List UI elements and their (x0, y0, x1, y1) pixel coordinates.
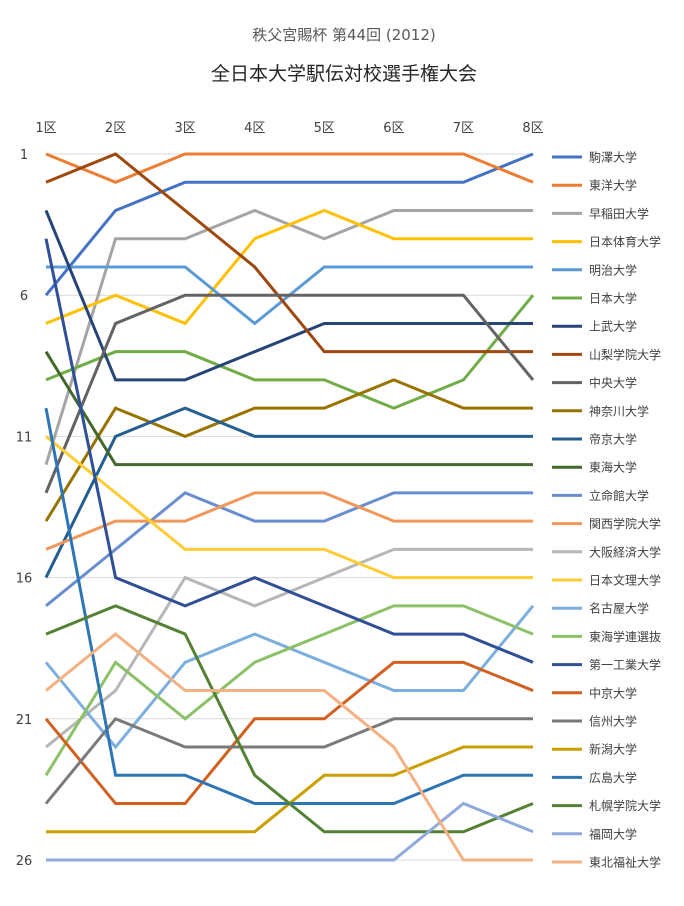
chart-title: 全日本大学駅伝対校選手権大会 (211, 63, 477, 85)
legend-label: 東海学連選抜 (589, 629, 661, 644)
y-tick-label: 1 (20, 148, 28, 163)
x-tick-label: 6区 (383, 121, 404, 136)
legend-label: 日本大学 (589, 291, 637, 306)
legend-label: 関西学院大学 (589, 516, 661, 531)
series-line (45, 604, 534, 834)
series-line (45, 294, 535, 410)
legend-label: 新潟大学 (589, 742, 637, 757)
legend-label: 大阪経済大学 (589, 544, 661, 559)
legend-label: 名古屋大学 (589, 601, 649, 616)
gridlines (46, 153, 533, 861)
series-line (45, 152, 534, 184)
legend-label: 東海大学 (589, 460, 637, 475)
x-tick-label: 5区 (314, 121, 335, 136)
legend: 駒澤大学東洋大学早稲田大学日本体育大学明治大学日本大学上武大学山梨学院大学中央大… (552, 150, 661, 870)
legend-label: 東洋大学 (589, 178, 637, 193)
series-line (44, 378, 533, 522)
series-line (45, 435, 533, 580)
y-tick-label: 11 (16, 430, 33, 445)
legend-label: 神奈川大学 (589, 403, 649, 418)
series-line (45, 152, 533, 354)
series-line (45, 208, 533, 326)
legend-label: 立命館大学 (589, 488, 649, 503)
series-line (45, 491, 533, 551)
x-axis-ticks: 1区 2区 3区 4区 5区 6区 7区 8区 (35, 121, 543, 136)
series-line (46, 801, 534, 862)
series-line (44, 716, 533, 805)
series-line (44, 604, 534, 777)
legend-label: 信州大学 (589, 714, 637, 729)
y-tick-label: 16 (16, 572, 33, 587)
series-line (44, 660, 534, 806)
series-line (45, 632, 533, 862)
x-tick-label: 8区 (522, 121, 543, 136)
legend-label: 上武大学 (589, 319, 637, 334)
series-line (44, 604, 535, 750)
series-line (44, 406, 533, 579)
legend-label: 日本体育大学 (589, 234, 661, 249)
y-tick-label: 21 (16, 713, 33, 728)
y-tick-label: 26 (16, 854, 33, 869)
series-line (46, 745, 533, 834)
series-line (44, 152, 534, 297)
x-tick-label: 1区 (35, 121, 56, 136)
x-tick-label: 4区 (244, 121, 265, 136)
x-tick-label: 3区 (175, 121, 196, 136)
legend-label: 日本文理大学 (589, 573, 661, 588)
legend-label: 早稲田大学 (589, 206, 649, 221)
legend-label: 明治大学 (589, 262, 637, 277)
y-tick-label: 6 (20, 289, 28, 304)
legend-label: 第一工業大学 (589, 657, 661, 672)
legend-label: 広島大学 (589, 770, 637, 785)
series-lines (44, 152, 535, 862)
x-tick-label: 7区 (453, 121, 474, 136)
legend-label: 中央大学 (589, 375, 637, 390)
series-line (44, 209, 533, 382)
legend-label: 駒澤大学 (589, 150, 637, 165)
legend-label: 山梨学院大学 (589, 347, 661, 362)
series-line (44, 350, 533, 467)
series-line (44, 238, 534, 664)
chart-subtitle: 秩父宮賜杯 第44回 (2012) (252, 26, 436, 44)
legend-label: 東北福祉大学 (589, 855, 661, 870)
legend-label: 福岡大学 (589, 826, 637, 841)
legend-label: 帝京大学 (589, 432, 637, 447)
series-line (45, 491, 533, 608)
x-tick-label: 2区 (105, 121, 126, 136)
legend-label: 札幌学院大学 (589, 798, 661, 813)
series-line (44, 293, 535, 494)
legend-label: 中京大学 (589, 685, 637, 700)
